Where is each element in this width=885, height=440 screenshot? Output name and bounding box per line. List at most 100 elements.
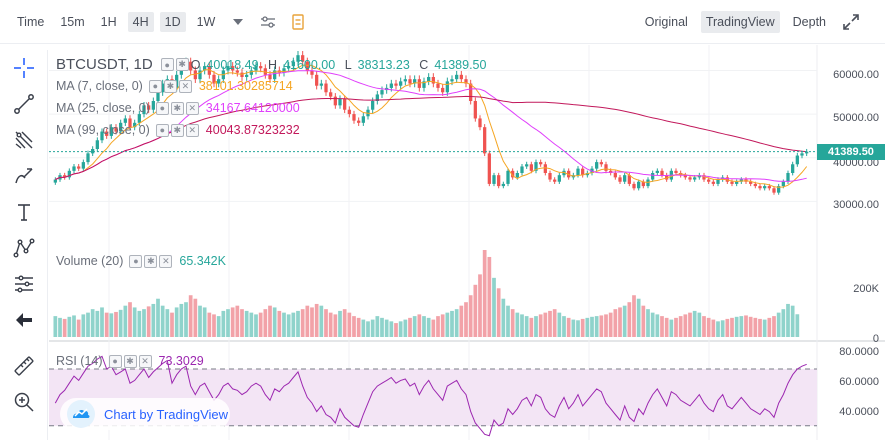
candle [291,61,295,67]
volume-bar [762,319,767,337]
view-tradingview[interactable]: TradingView [700,10,780,33]
interval-time[interactable]: Time [17,14,45,29]
gear-icon[interactable]: ✱ [144,254,158,268]
text-icon[interactable] [8,198,40,226]
candle [753,183,757,187]
volume-bar [720,320,725,337]
measure-icon[interactable] [8,270,40,298]
candle [632,183,636,189]
volume-bar [235,305,240,337]
volume-bar [408,317,412,337]
volume-bar [76,319,81,337]
close-icon[interactable]: ✕ [185,123,199,137]
brush-icon[interactable] [8,162,40,190]
volume-bar [538,314,543,337]
volume-bar [678,316,683,337]
close-icon[interactable]: ✕ [138,354,152,368]
visibility-icon[interactable]: ● [155,123,169,137]
candle [772,188,776,193]
volume-bar [627,302,632,337]
volume-bar [394,323,398,337]
interval-15m[interactable]: 15m [60,14,85,29]
interval-1w[interactable]: 1W [196,14,216,29]
volume-bar [328,312,333,337]
rsi-axis-label: 60.0000 [839,376,879,388]
gear-icon[interactable]: ✱ [170,101,184,115]
candle [455,74,459,80]
trendline-icon[interactable] [8,90,40,118]
volume-bar [697,312,702,337]
view-depth[interactable]: Depth [792,14,826,29]
interval-1d[interactable]: 1D [159,11,186,32]
gear-icon[interactable]: ✱ [163,79,177,93]
high-label: H [268,57,278,72]
ruler-icon[interactable] [8,352,40,380]
candle [371,101,375,110]
indicators-icon[interactable] [286,10,310,34]
volume-bar [95,310,100,337]
candle [109,127,113,136]
candle [660,170,664,176]
volume-bar [193,298,198,337]
pattern-icon[interactable] [8,234,40,262]
visibility-icon[interactable]: ● [155,101,169,115]
crosshair-icon[interactable] [8,54,40,82]
candle [375,94,379,101]
visibility-icon[interactable]: ● [160,58,174,71]
volume-bar [300,309,305,337]
close-icon[interactable]: ✕ [185,101,199,115]
price-axis-label: 30000.00 [833,199,879,211]
chevron-down-icon[interactable] [226,10,250,34]
view-original[interactable]: Original [644,14,688,29]
candle [781,181,785,187]
volume-bar [67,316,72,337]
ma25-line [55,70,807,182]
candle [791,164,795,173]
gear-icon[interactable]: ✱ [170,123,184,137]
interval-4h[interactable]: 4H [127,11,154,32]
gear-icon[interactable]: ✱ [123,354,137,368]
indicator-settings-icon[interactable] [256,10,280,34]
interval-selector: Time 15m 1H 4H 1D 1W [0,0,316,43]
visibility-icon[interactable]: ● [148,79,162,93]
volume-bar [62,318,67,337]
high-value: 41600.00 [283,57,336,72]
candle [254,66,258,71]
volume-bar [520,314,524,337]
volume-bar [198,305,202,337]
close-icon[interactable]: ✕ [159,254,173,268]
close-icon[interactable]: ✕ [178,79,192,93]
fullscreen-icon[interactable] [839,10,863,34]
volume-bar [109,313,114,337]
candle [651,173,655,180]
volume-bar [137,310,142,337]
visibility-icon[interactable]: ● [108,354,122,368]
visibility-icon[interactable]: ● [129,254,143,268]
volume-bar [310,307,314,337]
volume-bar [324,309,328,337]
volume-value: 65.342K [179,254,226,268]
volume-bar [529,317,534,337]
volume-bar [669,319,674,337]
symbol-name: BTCUSDT, 1D [56,56,153,73]
tradingview-watermark[interactable]: Chart by TradingView [60,398,230,430]
candle [777,186,781,193]
candle [268,74,272,80]
candle [599,162,603,165]
back-arrow-icon[interactable] [8,306,40,334]
volume-bar [776,312,781,337]
volume-bar [72,315,76,337]
volume-bar [636,298,641,337]
volume-bar [440,314,445,337]
pitchfork-icon[interactable] [8,126,40,154]
candle [469,83,473,101]
interval-1h[interactable]: 1H [100,14,117,29]
volume-bar [683,314,688,337]
zoom-in-icon[interactable] [8,388,40,416]
volume-bar [352,316,356,337]
volume-bar [226,309,230,337]
candle [683,175,687,178]
symbol-legend: BTCUSDT, 1D ● ✱ O 40018.49 H 41600.00 L 383… [56,56,492,73]
gear-icon[interactable]: ✱ [175,58,189,71]
volume-bar [146,306,151,337]
